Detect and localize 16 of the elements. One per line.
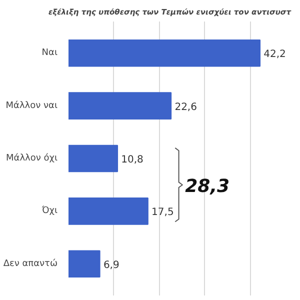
bar: [68, 144, 118, 172]
bar: [68, 39, 261, 67]
y-tick-label: Ναι: [42, 48, 58, 58]
data-label: 10,8: [121, 154, 144, 166]
y-tick-label: Μάλλον ναι: [6, 100, 58, 111]
bar: [68, 198, 148, 225]
data-label: 42,2: [264, 49, 286, 60]
data-label: 17,5: [152, 207, 174, 218]
y-tick-label: Μάλλον όχι: [6, 152, 58, 164]
data-label: 22,6: [174, 102, 197, 113]
data-label: 6,9: [103, 260, 120, 271]
bar: [68, 92, 172, 120]
y-tick-label: Όχι: [40, 205, 58, 216]
bar: [68, 250, 100, 278]
annotation: 28,3: [185, 176, 230, 197]
y-tick-label: Δεν απαντώ: [3, 258, 58, 269]
